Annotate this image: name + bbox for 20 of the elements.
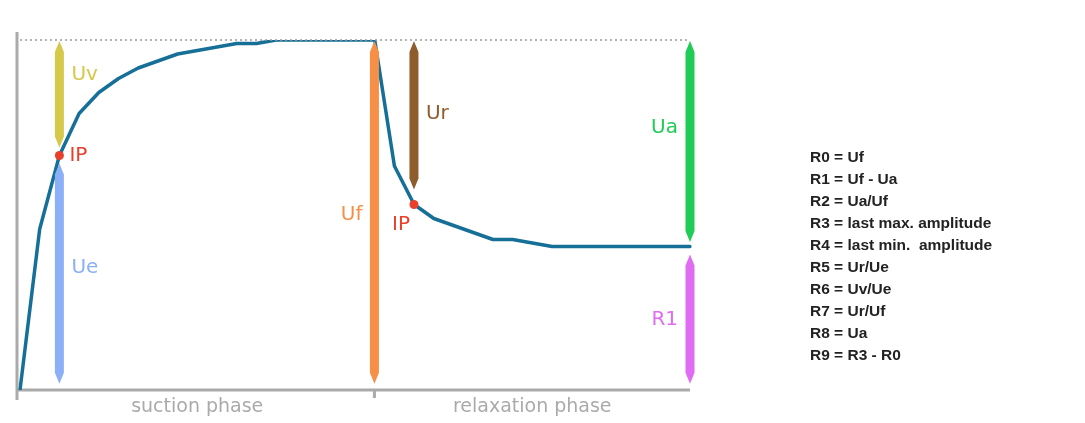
annotation: IP [69, 141, 88, 166]
text: suction phase [131, 394, 264, 417]
text: R1 = Uf - Ua [810, 170, 898, 187]
text: R7 = Ur/Uf [810, 302, 886, 319]
text: R4 = last min. amplitude [810, 236, 993, 253]
annotation: Ua [651, 113, 678, 138]
text: R8 = Ua [810, 324, 868, 341]
text: R6 = Uv/Ue [810, 280, 892, 297]
text: R9 = R3 - R0 [810, 346, 901, 363]
annotation: R1 [651, 306, 678, 331]
text: R5 = Ur/Ue [810, 258, 889, 275]
annotation: Uf [340, 201, 364, 226]
annotation: Ur [425, 99, 450, 124]
annotation: IP [391, 210, 410, 235]
annotation: Ue [71, 253, 99, 278]
text: R2 = Ua/Uf [810, 192, 888, 209]
text: R3 = last max. amplitude [810, 214, 992, 231]
text: R0 = Uf [810, 148, 864, 165]
annotation: Uv [71, 61, 99, 86]
text: relaxation phase [452, 394, 612, 417]
